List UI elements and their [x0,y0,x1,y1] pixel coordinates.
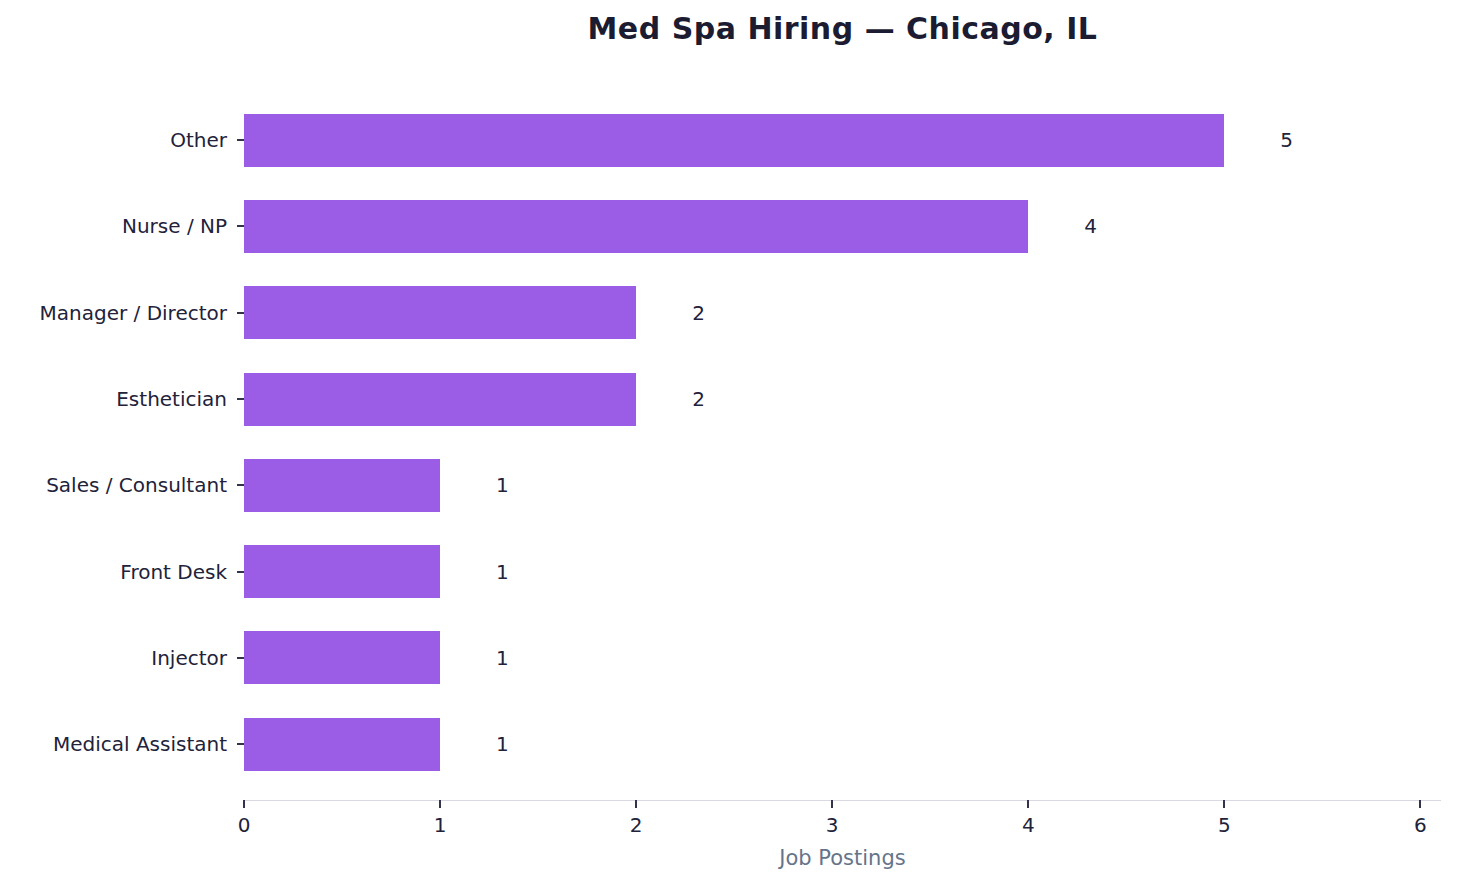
y-axis-label: Injector [0,646,227,670]
y-axis-label: Medical Assistant [0,732,227,756]
y-tick-mark [237,484,244,486]
x-tick-label: 5 [1200,813,1248,837]
bar [244,718,440,771]
x-tick-mark [243,800,245,808]
y-axis-label: Front Desk [0,560,227,584]
value-label: 1 [496,560,509,584]
x-tick-mark [1027,800,1029,808]
bar [244,114,1224,167]
x-tick-mark [1223,800,1225,808]
bar-track: 2 [244,270,1441,356]
bar-track: 1 [244,442,1441,528]
y-tick-mark [237,657,244,659]
bar-row: Manager / Director 2 [0,270,1441,356]
bar [244,545,440,598]
bar [244,286,636,339]
value-label: 1 [496,646,509,670]
bar-row: Other 5 [0,97,1441,183]
bar [244,459,440,512]
x-tick-label: 1 [416,813,464,837]
bar [244,373,636,426]
x-tick-label: 6 [1396,813,1444,837]
y-axis-label: Other [0,128,227,152]
bar-row: Nurse / NP 4 [0,183,1441,269]
value-label: 1 [496,473,509,497]
y-axis-label: Nurse / NP [0,214,227,238]
x-tick-mark [831,800,833,808]
y-tick-mark [237,571,244,573]
bar-row: Injector 1 [0,615,1441,701]
x-tick-mark [635,800,637,808]
x-tick-label: 3 [808,813,856,837]
y-tick-mark [237,398,244,400]
y-tick-mark [237,312,244,314]
y-axis-label: Manager / Director [0,301,227,325]
bar-track: 2 [244,356,1441,442]
x-tick-label: 0 [220,813,268,837]
bar-track: 1 [244,615,1441,701]
bar-row: Esthetician 2 [0,356,1441,442]
x-tick-label: 2 [612,813,660,837]
y-tick-mark [237,225,244,227]
bar-chart-figure: Med Spa Hiring — Chicago, IL Other 5 Nurse… [0,0,1484,887]
y-tick-mark [237,139,244,141]
bar-track: 1 [244,701,1441,787]
bar-row: Medical Assistant 1 [0,701,1441,787]
value-label: 2 [692,387,705,411]
bar-track: 1 [244,528,1441,614]
value-label: 2 [692,301,705,325]
bar [244,631,440,684]
x-axis-title: Job Postings [244,846,1441,870]
value-label: 5 [1280,128,1293,152]
y-axis-label: Esthetician [0,387,227,411]
x-axis-spine [244,800,1441,801]
bar-rows: Other5Nurse / NP4Manager / Director2Esth… [0,97,1441,787]
value-label: 1 [496,732,509,756]
bar-track: 5 [244,97,1441,183]
value-label: 4 [1084,214,1097,238]
x-tick-mark [1419,800,1421,808]
bar [244,200,1028,253]
y-axis-label: Sales / Consultant [0,473,227,497]
chart-title: Med Spa Hiring — Chicago, IL [244,11,1441,46]
bar-track: 4 [244,183,1441,269]
bar-row: Sales / Consultant 1 [0,442,1441,528]
y-tick-mark [237,743,244,745]
x-tick-mark [439,800,441,808]
x-tick-label: 4 [1004,813,1052,837]
bar-row: Front Desk 1 [0,528,1441,614]
